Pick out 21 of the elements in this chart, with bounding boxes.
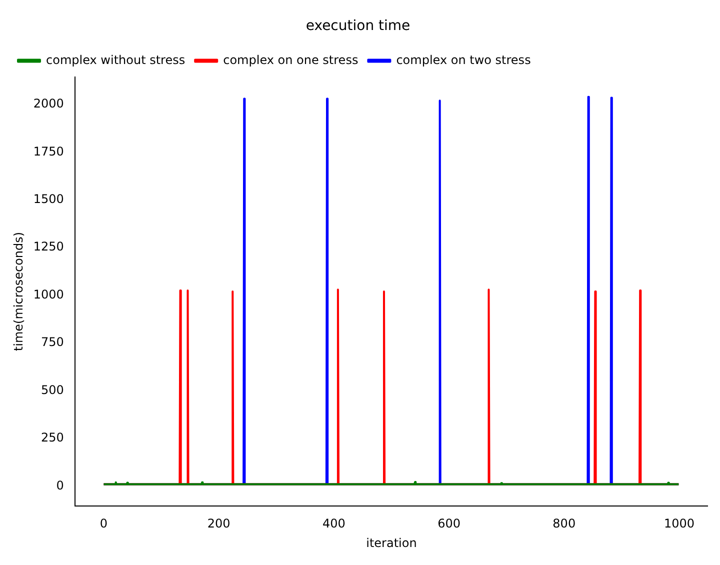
y-tick-label: 500 bbox=[41, 382, 64, 397]
x-tick-label: 600 bbox=[438, 516, 460, 531]
legend-label: complex without stress bbox=[46, 52, 186, 67]
x-tick-label: 800 bbox=[552, 516, 576, 531]
x-tick-label: 1000 bbox=[664, 516, 694, 531]
x-tick-label: 400 bbox=[322, 516, 346, 531]
y-tick-label: 1250 bbox=[33, 240, 64, 254]
legend-label: complex on two stress bbox=[396, 52, 531, 67]
y-tick-label: 250 bbox=[41, 430, 64, 445]
x-tick-label: 0 bbox=[100, 516, 108, 531]
y-tick-label: 2000 bbox=[33, 96, 64, 111]
y-axis-title: time(microseconds) bbox=[11, 232, 26, 352]
y-tick-label: 0 bbox=[56, 478, 64, 492]
y-tick-label: 750 bbox=[41, 335, 64, 350]
x-axis-title: iteration bbox=[366, 536, 417, 550]
y-tick-label: 1500 bbox=[33, 192, 64, 206]
chart-title: execution time bbox=[306, 18, 410, 34]
y-tick-label: 1000 bbox=[33, 287, 64, 302]
x-tick-label: 200 bbox=[207, 516, 230, 531]
y-tick-label: 1750 bbox=[33, 144, 64, 158]
legend-label: complex on one stress bbox=[223, 52, 358, 67]
